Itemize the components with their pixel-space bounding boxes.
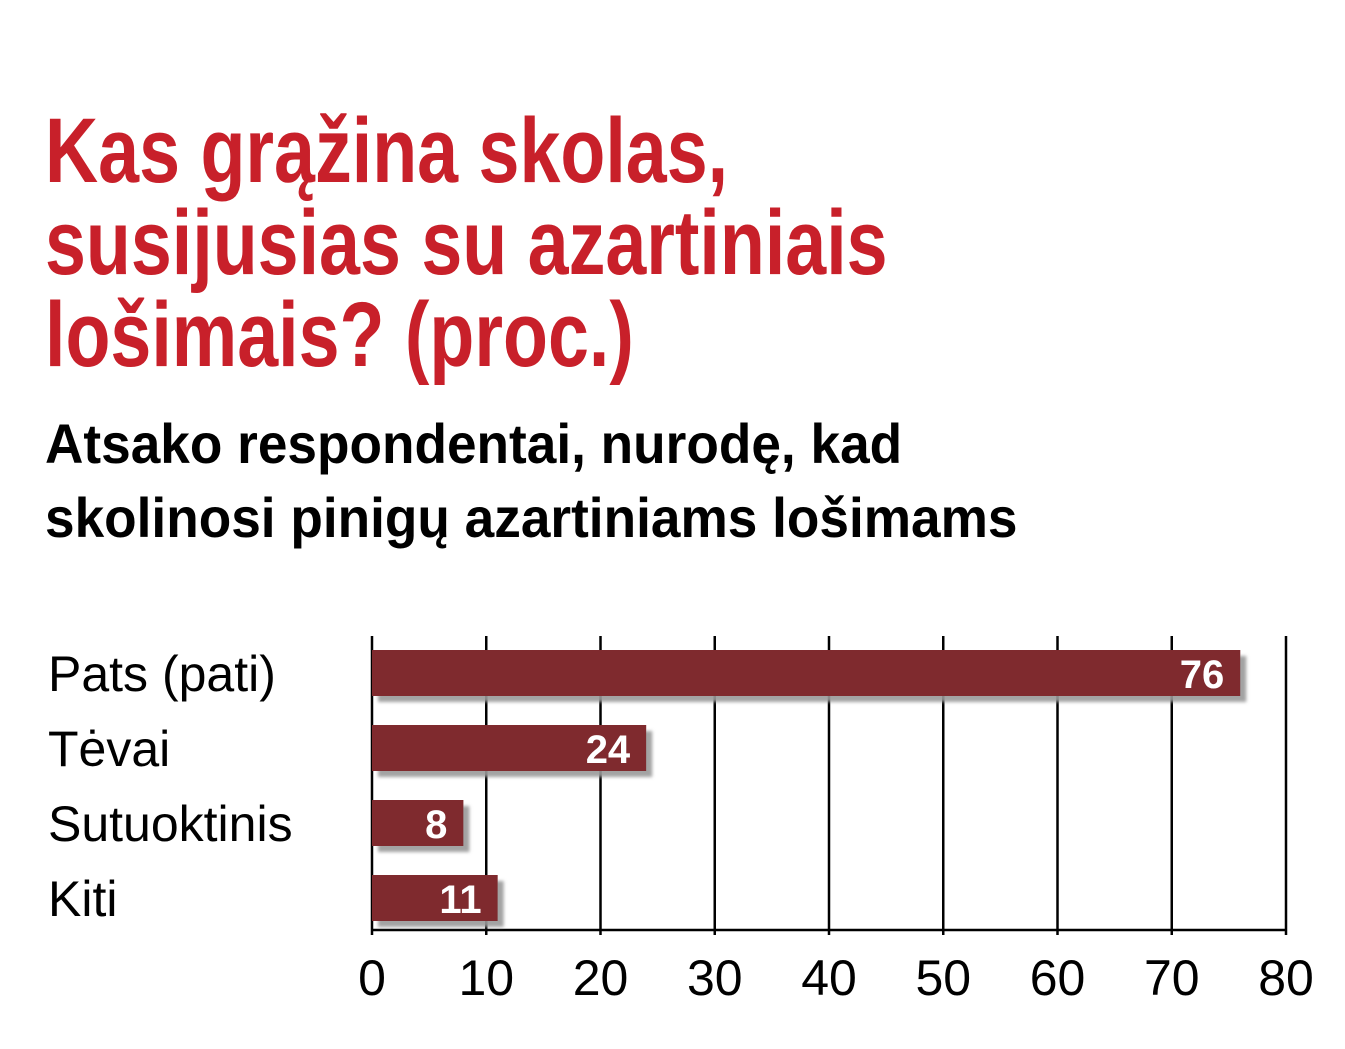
- chart-subtitle: skolinosi pinigų azartiniams lošimams: [45, 487, 1018, 550]
- category-label: Kiti: [48, 871, 117, 927]
- chart-subtitle: Atsako respondentai, nurodę, kad: [45, 413, 902, 476]
- value-label: 24: [586, 728, 631, 772]
- subtitle-group: Atsako respondentai, nurodę, kad skolinos…: [45, 413, 1018, 550]
- x-tick-label: 50: [915, 950, 971, 1006]
- bar: [372, 725, 647, 771]
- title-group: Kas grąžina skolas,susijusias su azartin…: [45, 99, 888, 386]
- chart-title: Kas grąžina skolas,: [45, 99, 728, 202]
- bar: [372, 875, 498, 921]
- value-label: 76: [1180, 653, 1225, 697]
- value-label: 8: [425, 803, 447, 847]
- x-tick-label: 70: [1144, 950, 1200, 1006]
- x-tick-label: 20: [573, 950, 629, 1006]
- x-tick-label: 40: [801, 950, 857, 1006]
- category-label: Tėvai: [48, 721, 170, 777]
- x-tick-label: 30: [687, 950, 743, 1006]
- x-tick-label: 60: [1030, 950, 1086, 1006]
- x-tick-label: 10: [458, 950, 514, 1006]
- chart-title: lošimais? (proc.): [45, 283, 634, 386]
- chart-title: susijusias su azartiniais: [45, 191, 888, 294]
- category-label: Sutuoktinis: [48, 796, 293, 852]
- x-tick-label: 0: [358, 950, 386, 1006]
- value-label: 11: [439, 878, 481, 922]
- bar: [372, 650, 1241, 696]
- category-label: Pats (pati): [48, 646, 276, 702]
- x-tick-label: 80: [1258, 950, 1314, 1006]
- bar: [372, 800, 464, 846]
